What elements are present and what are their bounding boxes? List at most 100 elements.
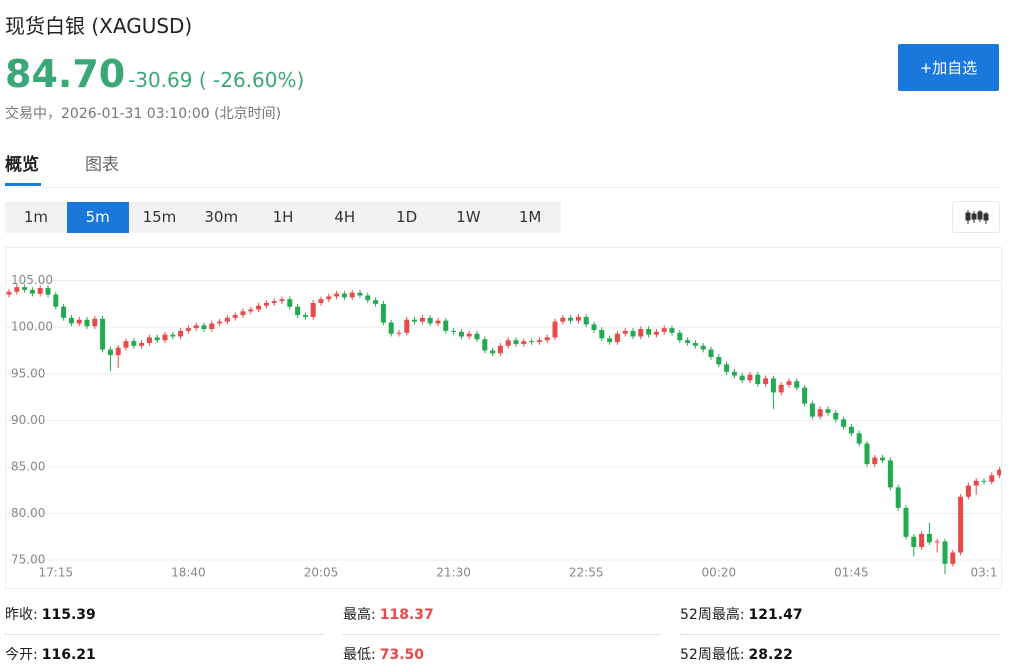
change-value: -30.69 (128, 68, 193, 92)
candle-body (341, 293, 347, 298)
y-tick-label: 95.00 (11, 366, 45, 380)
candle-body (201, 325, 207, 330)
change: -30.69 ( -26.60%) (128, 68, 304, 92)
separator (5, 187, 1000, 188)
candle-body (396, 332, 402, 334)
candle-body (770, 378, 776, 393)
candle-body (240, 311, 246, 316)
stat-value: 115.39 (41, 607, 96, 623)
candle-body (45, 288, 51, 295)
stat-value: 116.21 (41, 647, 96, 663)
candle-body (209, 323, 215, 330)
stat-label: 52周最高: (680, 607, 745, 623)
candle-body (575, 316, 581, 321)
change-pct: ( -26.60%) (198, 68, 305, 92)
stat-label: 最高: (343, 607, 376, 623)
candle-body (607, 338, 613, 343)
add-watchlist-button[interactable]: +加自选 (898, 44, 999, 91)
candle-body (318, 299, 324, 303)
candle-body (310, 302, 316, 317)
candle-body (942, 541, 948, 564)
candle-body (404, 319, 410, 333)
candle-body (591, 324, 597, 330)
candle-body (139, 343, 145, 346)
candle-body (794, 381, 800, 388)
period-button[interactable]: 1M (518, 208, 542, 226)
candle-body (661, 328, 667, 332)
candle-body (84, 319, 90, 327)
candle-body (724, 364, 730, 372)
period-button[interactable]: 30m (204, 208, 239, 226)
period-button[interactable]: 15m (142, 208, 177, 226)
candle-body (521, 341, 527, 344)
candle-icon (965, 210, 989, 224)
x-tick-label: 22:55 (569, 566, 604, 580)
candle-body (68, 317, 74, 324)
x-tick-label: 00:20 (702, 566, 737, 580)
chart-type-button[interactable] (952, 201, 1000, 233)
candle-body (599, 329, 605, 339)
candle-body (864, 443, 870, 465)
candle-body (856, 433, 862, 444)
candle-body (123, 341, 129, 348)
divider (5, 634, 323, 635)
candle-body (357, 292, 363, 296)
candle-body (911, 536, 917, 548)
candle-body (841, 419, 847, 427)
stat-value: 73.50 (379, 647, 425, 663)
candle-body (958, 496, 964, 553)
candle-body (435, 320, 441, 324)
candle-body (513, 340, 519, 344)
stat-label: 今开: (5, 647, 38, 663)
candle-body (451, 330, 457, 332)
candle-body (568, 317, 574, 321)
y-tick-label: 105.00 (11, 273, 53, 287)
tab[interactable]: 图表 (85, 155, 119, 175)
candle-body (373, 300, 379, 304)
price: 84.70 (5, 52, 126, 96)
candle-body (583, 316, 589, 325)
candle-body (287, 299, 293, 307)
candle-body (92, 318, 98, 327)
candle-body (919, 533, 925, 548)
candle-body (560, 317, 566, 322)
candle-body (170, 334, 176, 337)
period-button[interactable]: 1H (272, 208, 294, 226)
candle-body (427, 317, 433, 324)
stat: 今开: 116.21 (5, 644, 96, 664)
candle-body (692, 343, 698, 346)
period-button[interactable]: 5m (66, 202, 129, 233)
candle-body (497, 345, 503, 354)
candle-body (232, 315, 238, 318)
candle-body (926, 533, 932, 543)
candle-body (6, 291, 12, 295)
candle-body (53, 294, 59, 307)
divider (343, 634, 661, 635)
tab[interactable]: 概览 (5, 155, 39, 175)
period-button[interactable]: 4H (334, 208, 356, 226)
candle-body (989, 475, 995, 482)
title: 现货白银 (XAGUSD) (5, 14, 193, 38)
stat: 52周最低: 28.22 (680, 644, 793, 664)
candle-body (263, 302, 269, 306)
x-tick-label: 03:1 (971, 566, 998, 580)
candle-body (505, 340, 511, 346)
period-button[interactable]: 1D (396, 208, 418, 226)
y-tick-label: 100.00 (11, 320, 53, 334)
candle-body (614, 333, 620, 343)
period-button[interactable]: 1W (456, 208, 481, 226)
candle-body (544, 337, 550, 341)
candle-body (848, 426, 854, 434)
candle-body (466, 333, 472, 337)
stat-value: 28.22 (748, 647, 793, 663)
candle-body (700, 345, 706, 350)
candle-body (224, 317, 230, 322)
x-tick-label: 18:40 (171, 566, 206, 580)
candle-body (248, 309, 254, 312)
candle-body (178, 330, 184, 337)
period-button[interactable]: 1m (23, 208, 48, 226)
x-tick-label: 20:05 (304, 566, 339, 580)
stat-value: 121.47 (748, 607, 803, 623)
chart: 75.00 80.00 85.00 90.00 95.00 100.00 105.00 17:… (5, 247, 1002, 589)
